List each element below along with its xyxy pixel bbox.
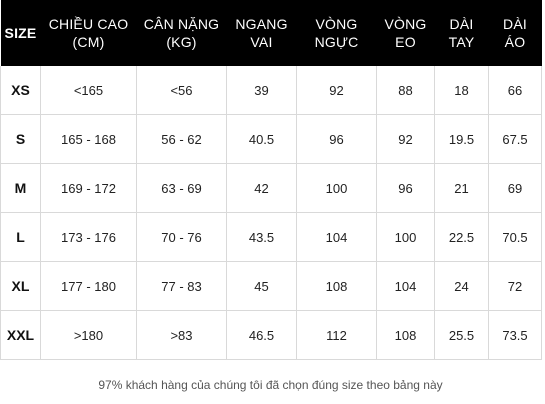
cell-sleeve: 18 [434,66,489,115]
cell-size: M [0,163,41,213]
cell-height: 177 - 180 [40,261,137,311]
cell-shoulder: 43.5 [226,212,297,262]
table-row: M 169 - 172 63 - 69 42 100 96 21 69 [0,163,542,213]
cell-weight: 63 - 69 [136,163,227,213]
cell-height: 173 - 176 [40,212,137,262]
cell-sleeve: 24 [434,261,489,311]
cell-chest: 100 [296,163,377,213]
cell-chest: 92 [296,66,377,115]
table-row: XS <165 <56 39 92 88 18 66 [0,66,542,115]
cell-waist: 88 [376,66,435,115]
cell-shoulder: 45 [226,261,297,311]
cell-weight: 56 - 62 [136,114,227,164]
header-chest: VÒNG NGỰC [296,0,377,66]
cell-shoulder: 40.5 [226,114,297,164]
cell-height: <165 [40,66,137,115]
cell-chest: 112 [296,310,377,360]
cell-height: 169 - 172 [40,163,137,213]
table-row: L 173 - 176 70 - 76 43.5 104 100 22.5 70… [0,212,542,262]
cell-size: XL [0,261,41,311]
table-row: S 165 - 168 56 - 62 40.5 96 92 19.5 67.5 [0,114,542,164]
cell-length: 69 [488,163,542,213]
cell-weight: 77 - 83 [136,261,227,311]
cell-shoulder: 42 [226,163,297,213]
header-weight: CÂN NẶNG (KG) [136,0,227,66]
header-length: DÀI ÁO [488,0,542,66]
table-row: XL 177 - 180 77 - 83 45 108 104 24 72 [0,261,542,311]
cell-sleeve: 21 [434,163,489,213]
header-height: CHIỀU CAO (CM) [40,0,137,66]
cell-size: XS [0,66,41,115]
cell-chest: 96 [296,114,377,164]
cell-length: 72 [488,261,542,311]
cell-sleeve: 22.5 [434,212,489,262]
cell-height: 165 - 168 [40,114,137,164]
table-row: XXL >180 >83 46.5 112 108 25.5 73.5 [0,310,542,360]
cell-size: L [0,212,41,262]
header-size: SIZE [0,0,41,66]
cell-size: S [0,114,41,164]
cell-chest: 104 [296,212,377,262]
cell-waist: 96 [376,163,435,213]
cell-sleeve: 25.5 [434,310,489,360]
cell-length: 66 [488,66,542,115]
cell-weight: <56 [136,66,227,115]
cell-shoulder: 46.5 [226,310,297,360]
cell-weight: >83 [136,310,227,360]
cell-chest: 108 [296,261,377,311]
footer-note: 97% khách hàng của chúng tôi đã chọn đún… [98,378,443,392]
cell-length: 70.5 [488,212,542,262]
header-shoulder: NGANG VAI [226,0,297,66]
cell-waist: 108 [376,310,435,360]
cell-weight: 70 - 76 [136,212,227,262]
cell-waist: 100 [376,212,435,262]
cell-size: XXL [0,310,41,360]
cell-length: 67.5 [488,114,542,164]
size-table: SIZE CHIỀU CAO (CM) CÂN NẶNG (KG) NGANG VAI… [0,0,542,360]
header-waist: VÒNG EO [376,0,435,66]
cell-height: >180 [40,310,137,360]
header-sleeve: DÀI TAY [434,0,489,66]
cell-shoulder: 39 [226,66,297,115]
cell-sleeve: 19.5 [434,114,489,164]
header-row: SIZE CHIỀU CAO (CM) CÂN NẶNG (KG) NGANG VAI… [0,0,542,66]
cell-length: 73.5 [488,310,542,360]
cell-waist: 92 [376,114,435,164]
cell-waist: 104 [376,261,435,311]
